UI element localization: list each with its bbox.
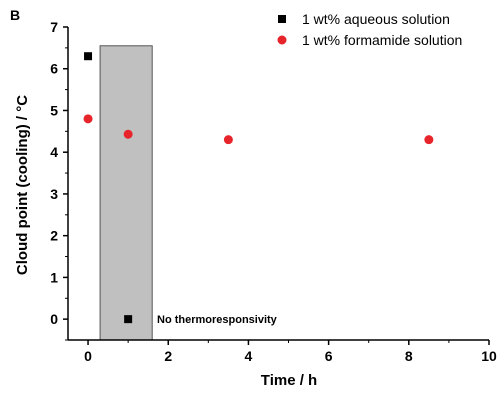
x-axis-title: Time / h bbox=[261, 372, 317, 389]
panel-label: B bbox=[10, 7, 20, 23]
legend: 1 wt% aqueous solution 1 wt% formamide s… bbox=[277, 11, 462, 48]
y-ticks: 0 1 2 3 4 5 6 7 bbox=[50, 19, 68, 341]
data-points bbox=[83, 52, 434, 324]
formamide-point bbox=[424, 135, 434, 145]
formamide-point bbox=[223, 135, 233, 145]
y-tick-label: 6 bbox=[50, 61, 58, 77]
legend-marker-formamide bbox=[277, 35, 287, 45]
x-tick-label: 10 bbox=[481, 348, 497, 364]
x-tick-label: 2 bbox=[164, 348, 172, 364]
legend-label-aqueous: 1 wt% aqueous solution bbox=[302, 11, 450, 27]
x-tick-label: 0 bbox=[84, 348, 92, 364]
legend-marker-aqueous bbox=[278, 15, 286, 23]
x-tick-label: 6 bbox=[325, 348, 333, 364]
y-tick-label: 7 bbox=[50, 19, 58, 35]
aqueous-point bbox=[84, 52, 93, 61]
x-tick-label: 8 bbox=[405, 348, 413, 364]
formamide-point bbox=[83, 114, 93, 124]
aqueous-point bbox=[124, 315, 133, 324]
annotation-no-thermoresponsivity: No thermoresponsivity bbox=[157, 314, 278, 326]
y-tick-label: 5 bbox=[50, 102, 58, 118]
formamide-point bbox=[123, 129, 133, 139]
x-tick-label: 4 bbox=[245, 348, 253, 364]
y-tick-label: 2 bbox=[50, 228, 58, 244]
y-tick-label: 4 bbox=[50, 144, 58, 160]
y-axis-title: Cloud point (cooling) / °C bbox=[14, 95, 31, 275]
y-tick-label: 3 bbox=[50, 186, 58, 202]
shaded-region bbox=[99, 45, 153, 341]
legend-label-formamide: 1 wt% formamide solution bbox=[302, 32, 462, 48]
y-tick-label: 0 bbox=[50, 311, 58, 327]
y-tick-label: 1 bbox=[50, 269, 58, 285]
x-ticks: 0 2 4 6 8 10 bbox=[84, 340, 497, 364]
